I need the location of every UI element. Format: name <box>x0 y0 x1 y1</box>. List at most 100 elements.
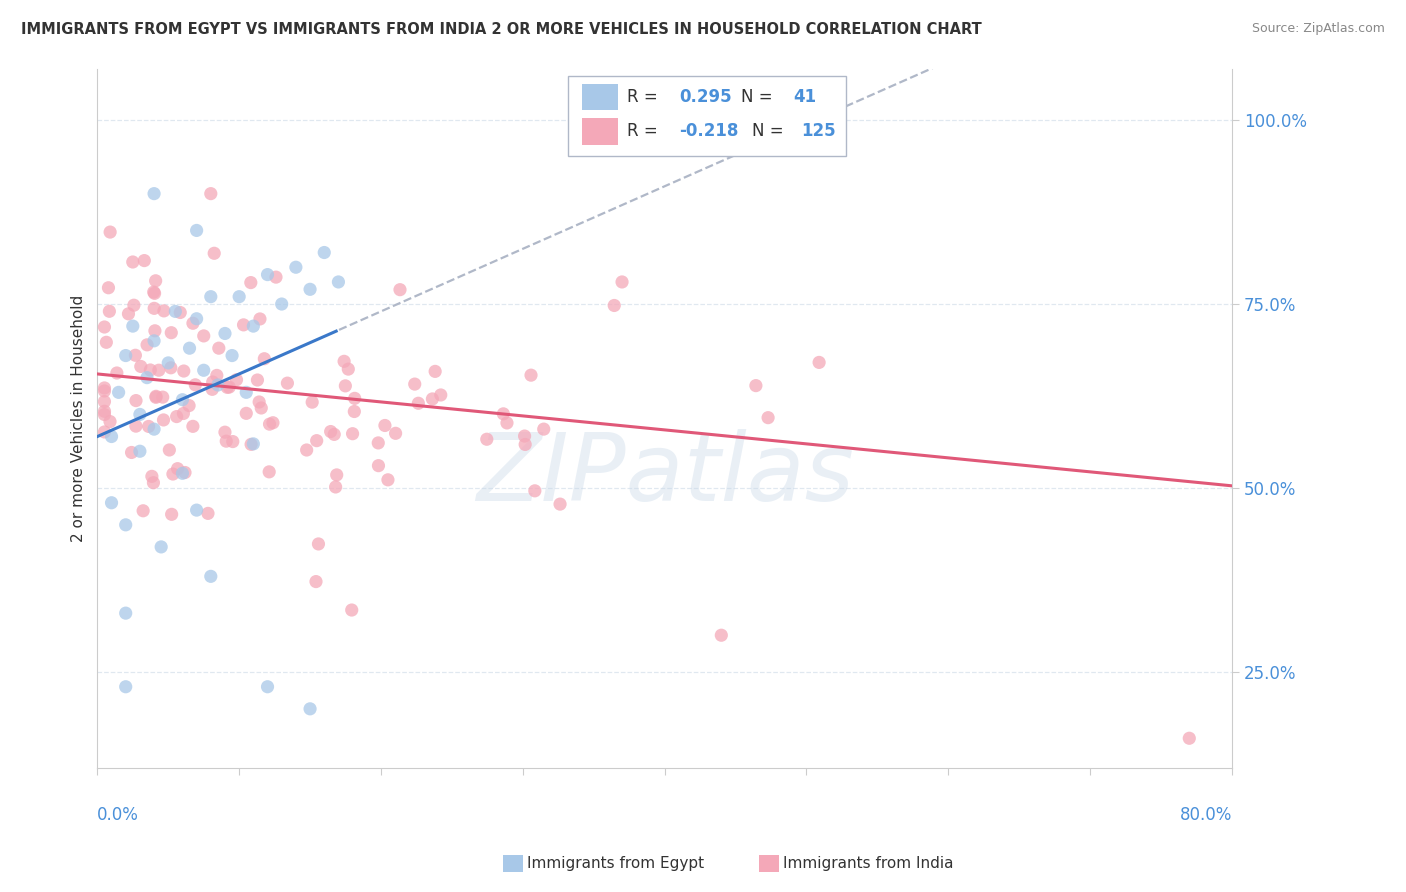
Point <box>408 396 430 410</box>
Point <box>150 540 173 554</box>
Point <box>98 225 121 239</box>
Point <box>388 283 411 297</box>
Point <box>496 416 519 430</box>
Point <box>429 388 451 402</box>
Point <box>325 467 347 482</box>
Text: -0.218: -0.218 <box>679 122 738 140</box>
Point <box>157 356 180 370</box>
Point <box>367 436 389 450</box>
Point <box>299 702 322 716</box>
Point <box>138 419 160 434</box>
Point <box>142 285 165 299</box>
Text: Immigrants from Egypt: Immigrants from Egypt <box>527 856 704 871</box>
Text: 41: 41 <box>793 88 815 106</box>
Point <box>136 338 159 352</box>
Point <box>404 377 426 392</box>
Text: IMMIGRANTS FROM EGYPT VS IMMIGRANTS FROM INDIA 2 OR MORE VEHICLES IN HOUSEHOLD C: IMMIGRANTS FROM EGYPT VS IMMIGRANTS FROM… <box>21 22 981 37</box>
Point <box>333 354 356 368</box>
Point <box>172 467 194 481</box>
Point <box>264 270 287 285</box>
Point <box>93 425 115 439</box>
FancyBboxPatch shape <box>582 84 619 111</box>
Point <box>253 351 276 366</box>
Point <box>257 465 280 479</box>
Point <box>179 341 201 355</box>
Point <box>201 375 224 389</box>
Point <box>335 379 357 393</box>
Point <box>305 434 328 448</box>
Point <box>145 389 167 403</box>
Point <box>162 467 184 481</box>
Point <box>117 307 139 321</box>
Point <box>145 274 167 288</box>
Point <box>174 466 197 480</box>
Point <box>1178 731 1201 746</box>
Point <box>343 392 366 406</box>
Point <box>475 432 498 446</box>
Point <box>221 349 243 363</box>
Point <box>207 378 229 392</box>
Point <box>201 382 224 396</box>
Y-axis label: 2 or more Vehicles in Household: 2 or more Vehicles in Household <box>72 294 86 541</box>
Point <box>114 349 136 363</box>
Point <box>314 245 336 260</box>
Point <box>205 368 228 383</box>
Point <box>143 422 166 436</box>
Text: Immigrants from India: Immigrants from India <box>783 856 953 871</box>
Point <box>197 507 219 521</box>
Point <box>169 305 191 319</box>
Point <box>114 606 136 620</box>
Point <box>121 319 143 334</box>
Point <box>337 362 360 376</box>
Point <box>513 429 536 443</box>
Point <box>122 298 145 312</box>
Text: R =: R = <box>627 122 664 140</box>
Point <box>186 223 208 237</box>
Point <box>610 275 633 289</box>
Point <box>295 442 318 457</box>
Point <box>276 376 298 391</box>
Point <box>166 409 188 424</box>
Point <box>323 427 346 442</box>
Point <box>160 508 183 522</box>
Point <box>143 286 166 301</box>
Point <box>105 366 128 380</box>
Point <box>520 368 543 383</box>
Point <box>114 680 136 694</box>
Point <box>247 395 270 409</box>
Point <box>200 186 222 201</box>
Point <box>228 290 250 304</box>
Text: 0.0%: 0.0% <box>97 806 139 824</box>
Point <box>172 392 194 407</box>
Point <box>533 422 555 436</box>
Point <box>217 380 239 394</box>
Point <box>548 497 571 511</box>
Point <box>215 434 238 449</box>
Point <box>184 377 207 392</box>
Point <box>262 416 284 430</box>
Point <box>235 406 257 420</box>
Point <box>202 246 225 260</box>
FancyBboxPatch shape <box>582 118 619 145</box>
Point <box>129 359 152 374</box>
Point <box>225 373 247 387</box>
Point <box>307 537 329 551</box>
Point <box>121 445 143 459</box>
Point <box>284 260 307 275</box>
Point <box>239 276 262 290</box>
Point <box>200 290 222 304</box>
Point <box>93 394 115 409</box>
Point <box>97 281 120 295</box>
Point <box>143 301 166 316</box>
Point <box>384 426 406 441</box>
Point <box>166 461 188 475</box>
Point <box>374 418 396 433</box>
Point <box>134 253 156 268</box>
Point <box>128 408 150 422</box>
Point <box>492 407 515 421</box>
Point <box>145 390 167 404</box>
Point <box>128 444 150 458</box>
Point <box>141 469 163 483</box>
Point <box>157 442 180 457</box>
Point <box>181 316 204 330</box>
